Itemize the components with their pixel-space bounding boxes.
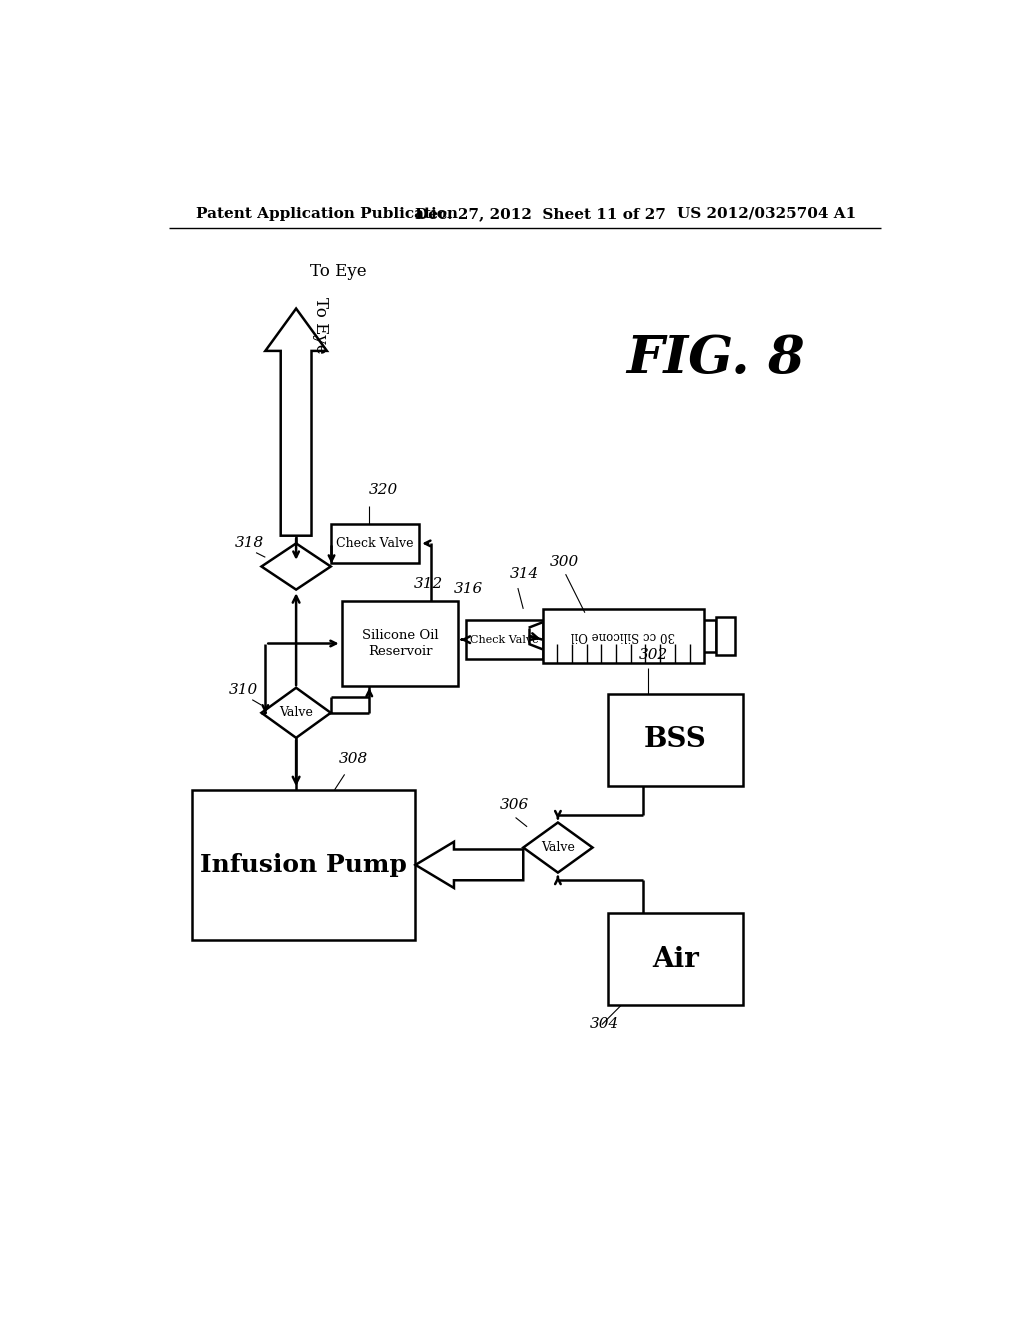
Text: 308: 308 xyxy=(339,752,368,766)
Text: 304: 304 xyxy=(590,1018,620,1031)
Bar xyxy=(543,609,705,663)
Text: BSS: BSS xyxy=(644,726,707,754)
Polygon shape xyxy=(265,309,327,536)
Polygon shape xyxy=(416,842,523,888)
Bar xyxy=(608,913,742,1006)
Text: Air: Air xyxy=(652,945,698,973)
Text: Patent Application Publication: Patent Application Publication xyxy=(196,207,458,220)
Text: Check Valve: Check Valve xyxy=(470,635,539,644)
Text: Valve: Valve xyxy=(280,706,313,719)
Text: Reservoir: Reservoir xyxy=(368,644,432,657)
Text: Valve: Valve xyxy=(541,841,574,854)
Text: Check Valve: Check Valve xyxy=(336,537,414,550)
Text: FIG. 8: FIG. 8 xyxy=(627,333,805,384)
Polygon shape xyxy=(261,688,331,738)
Polygon shape xyxy=(523,822,593,873)
Bar xyxy=(608,693,742,785)
Text: Dec. 27, 2012  Sheet 11 of 27: Dec. 27, 2012 Sheet 11 of 27 xyxy=(416,207,667,220)
Text: To Eye: To Eye xyxy=(311,297,329,354)
Text: 312: 312 xyxy=(414,577,443,591)
Text: 318: 318 xyxy=(234,536,264,550)
Text: Infusion Pump: Infusion Pump xyxy=(201,853,408,876)
Text: 300: 300 xyxy=(550,556,580,569)
Bar xyxy=(193,789,416,940)
Text: To Eye: To Eye xyxy=(310,263,367,280)
Text: 30 cc Silicone Oil: 30 cc Silicone Oil xyxy=(571,630,676,643)
Bar xyxy=(342,601,458,686)
Text: 316: 316 xyxy=(454,582,483,597)
Bar xyxy=(716,616,735,655)
Text: 314: 314 xyxy=(510,568,540,581)
Bar xyxy=(331,524,419,562)
Text: 310: 310 xyxy=(229,682,258,697)
Text: US 2012/0325704 A1: US 2012/0325704 A1 xyxy=(677,207,856,220)
Text: Silicone Oil: Silicone Oil xyxy=(361,630,438,643)
Polygon shape xyxy=(261,544,331,590)
Bar xyxy=(466,620,543,659)
Text: 320: 320 xyxy=(370,483,398,498)
Text: 302: 302 xyxy=(639,648,668,661)
Text: 306: 306 xyxy=(500,799,529,812)
